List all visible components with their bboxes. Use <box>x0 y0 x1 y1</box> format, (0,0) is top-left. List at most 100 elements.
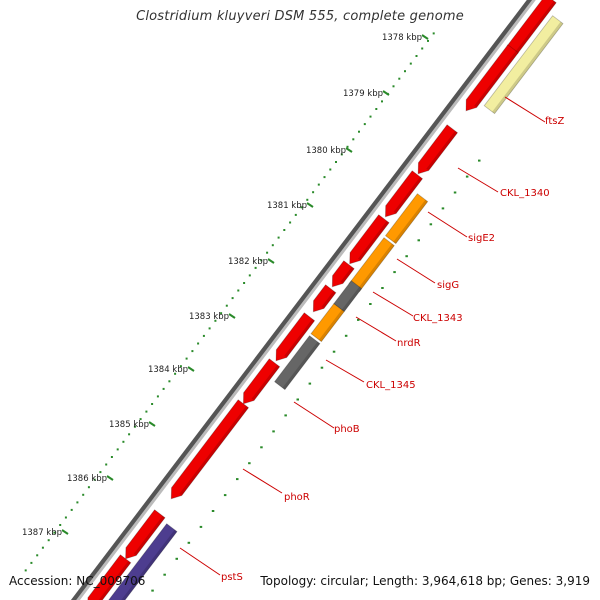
gene-label: pstS <box>221 572 243 583</box>
scale-label: 1378 kbp <box>382 33 422 43</box>
gene-shade <box>121 581 138 600</box>
scale-label: 1383 kbp <box>189 312 229 322</box>
tick-dot <box>335 161 337 163</box>
scale-label: 1382 kbp <box>228 257 268 267</box>
tick-dot <box>320 366 324 369</box>
tick-dot <box>296 398 299 401</box>
tick-dot <box>312 191 315 194</box>
scale-label: 1380 kbp <box>306 146 346 156</box>
gene-feature <box>384 170 424 218</box>
gene-feature <box>348 237 395 293</box>
gene-label: phoB <box>334 424 360 435</box>
tick-dot <box>352 138 355 141</box>
tick-dot <box>421 47 424 50</box>
gene-shade <box>321 290 336 309</box>
tick-dot <box>214 319 217 322</box>
tick-dot <box>110 456 113 458</box>
tick-dot <box>369 115 372 118</box>
tick-dot <box>415 55 418 57</box>
genome-backbone <box>70 0 536 600</box>
gene-callout-line <box>396 258 436 284</box>
tick-dot <box>151 403 154 405</box>
scale-label: 1386 kbp <box>67 474 107 484</box>
tick-dot <box>24 569 27 572</box>
tick-dot <box>41 546 44 549</box>
tick-dot <box>162 387 165 390</box>
tick-dot <box>220 312 223 315</box>
tick-dot <box>427 39 429 42</box>
tick-dot <box>369 303 372 305</box>
tick-dot <box>272 430 275 433</box>
tick-dot <box>409 62 412 65</box>
gene-label: CKL_1340 <box>500 188 550 199</box>
tick-dot <box>393 271 396 274</box>
tick-dot <box>248 274 251 277</box>
backbone-highlight <box>76 0 536 600</box>
gene-shade <box>393 176 423 214</box>
tick-dot <box>70 508 73 511</box>
tick-dot <box>308 382 312 385</box>
tick-dot <box>87 486 90 489</box>
scale-tick <box>345 147 353 153</box>
gene-callout-line <box>457 167 499 193</box>
tick-dot <box>208 327 211 330</box>
tick-dot <box>59 524 62 526</box>
tick-dot <box>277 236 280 239</box>
tick-dot <box>64 516 67 519</box>
tick-dot <box>223 494 227 497</box>
tick-dot <box>404 70 406 73</box>
tick-dot <box>163 573 166 576</box>
gene-feature <box>242 358 281 405</box>
scale-label: 1387 kbp <box>22 528 62 538</box>
scale-tick <box>306 202 314 208</box>
topology-summary: Topology: circular; Length: 3,964,618 bp… <box>260 574 590 588</box>
tick-dot <box>82 493 85 496</box>
gene-shade <box>284 318 315 358</box>
gene-label: CKL_1343 <box>413 313 463 324</box>
gene-shade <box>515 0 557 54</box>
scale-label: 1381 kbp <box>267 201 307 211</box>
tick-dot <box>197 342 200 345</box>
tick-dot <box>478 159 481 162</box>
tick-dot <box>344 334 348 337</box>
gene-callout-line <box>504 96 546 123</box>
tick-dot <box>128 433 131 436</box>
tick-dot <box>300 206 303 209</box>
gene-shade <box>98 560 131 600</box>
tick-dot <box>283 229 286 231</box>
tick-dot <box>47 539 50 542</box>
tick-dot <box>271 244 274 247</box>
gene-feature <box>417 124 459 175</box>
gene-shade <box>135 529 177 584</box>
backbone-line <box>70 0 534 600</box>
gene-label: phoR <box>284 492 310 503</box>
tick-dot <box>168 380 171 383</box>
tick-dot <box>346 145 349 148</box>
tick-dot <box>357 318 360 321</box>
tick-dot <box>398 77 401 80</box>
tick-dot <box>191 350 194 353</box>
tick-dot <box>429 223 433 226</box>
tick-dot <box>36 554 39 557</box>
scale-tick <box>421 34 429 40</box>
genes-layer <box>87 0 564 600</box>
tick-dot <box>375 108 378 110</box>
tick-dot <box>93 478 96 481</box>
tick-dot <box>417 239 420 242</box>
gene-label: nrdR <box>397 338 421 349</box>
gene-feature <box>125 509 166 560</box>
gene-callout-line <box>179 547 221 576</box>
gene-callout-line <box>372 291 414 317</box>
tick-dot <box>243 282 246 284</box>
gene-shade <box>319 309 345 342</box>
tick-dot <box>99 471 102 474</box>
gene-callout-line <box>355 316 397 342</box>
tick-dot <box>105 463 108 466</box>
gene-shade <box>179 405 249 496</box>
tick-dot <box>392 85 395 88</box>
scale-tick <box>267 258 275 264</box>
tick-dot <box>432 32 435 35</box>
gene-feature <box>170 399 250 500</box>
tick-dot <box>317 183 320 186</box>
